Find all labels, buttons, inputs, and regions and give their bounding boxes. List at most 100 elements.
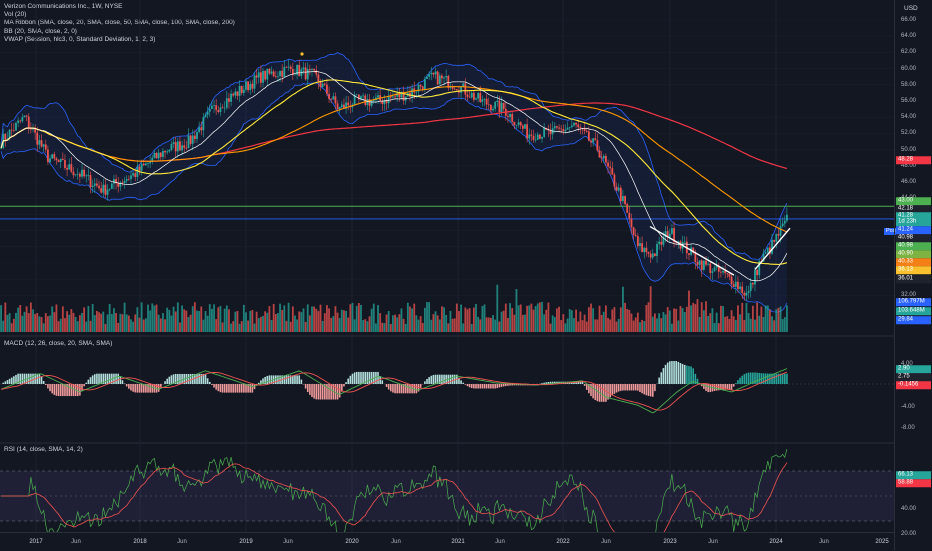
macd-histogram-bar [633, 384, 635, 390]
rsi-pane-title[interactable]: RSI (14, close, SMA, 14, 2) [4, 446, 83, 453]
volume-bar [60, 319, 62, 332]
candle-body [428, 74, 430, 77]
volume-bar [562, 314, 564, 332]
candle-body [707, 264, 709, 265]
volume-bar [381, 323, 383, 332]
candle-body [324, 84, 326, 85]
macd-histogram-bar [311, 384, 313, 397]
volume-bar [390, 324, 392, 332]
macd-histogram-bar [597, 384, 599, 401]
volume-bar [205, 311, 207, 332]
volume-bar [526, 306, 528, 332]
volume-bar [767, 305, 769, 332]
volume-bar [752, 306, 754, 332]
macd-histogram-bar [284, 375, 286, 384]
candle-body [126, 179, 128, 181]
volume-bar [528, 305, 530, 332]
candle-body [471, 93, 473, 98]
candle-body [746, 293, 748, 296]
volume-bar [505, 304, 507, 332]
volume-bar [28, 313, 30, 332]
volume-bar [143, 320, 145, 332]
volume-bar [588, 307, 590, 332]
macd-histogram-bar [690, 366, 692, 384]
macd-histogram-bar [399, 384, 401, 393]
volume-bar [748, 313, 750, 332]
macd-histogram-bar [9, 379, 11, 384]
volume-bar [401, 308, 403, 332]
macd-histogram-bar [409, 384, 411, 393]
volume-bar [249, 311, 251, 332]
macd-histogram-bar [41, 376, 43, 384]
candle-body [511, 114, 513, 122]
macd-histogram-bar [665, 365, 667, 384]
volume-bar [682, 308, 684, 332]
candle-body [565, 130, 567, 131]
candle-body [614, 175, 616, 187]
volume-bar [714, 323, 716, 332]
volume-bar [709, 313, 711, 332]
macd-pane-title[interactable]: MACD (12, 26, close, 20, SMA, SMA) [4, 340, 112, 347]
volume-bar [516, 289, 518, 332]
volume-bar [543, 314, 545, 332]
price-badge: 41.24 [896, 226, 931, 234]
macd-histogram-bar [407, 384, 409, 393]
volume-bar [756, 302, 758, 332]
candle-body [765, 252, 767, 253]
volume-bar [575, 310, 577, 332]
candle-body [220, 107, 222, 112]
candle-body [735, 282, 737, 287]
volume-bar [19, 305, 21, 332]
volume-bar [690, 305, 692, 332]
candle-body [733, 284, 735, 287]
macd-histogram-bar [217, 384, 219, 391]
volume-bar [62, 306, 64, 332]
macd-histogram-bar [286, 375, 288, 384]
candle-body [477, 93, 479, 99]
candle-body [729, 274, 731, 277]
candle-body [34, 129, 36, 133]
candle-body [439, 76, 441, 85]
macd-histogram-bar [541, 383, 543, 384]
price-tick: 66.00 [901, 17, 916, 23]
volume-bar [100, 314, 102, 332]
volume-bar [686, 307, 688, 332]
macd-histogram-bar [198, 374, 200, 384]
macd-histogram-bar [686, 366, 688, 384]
volume-bar [283, 305, 285, 332]
candle-body [337, 103, 339, 109]
macd-histogram-bar [45, 384, 47, 385]
volume-bar [17, 308, 19, 332]
volume-bar [701, 302, 703, 332]
price-chart-canvas[interactable] [0, 0, 894, 532]
candle-body [75, 174, 77, 175]
candle-body [701, 260, 703, 269]
candle-body [64, 160, 66, 168]
volume-bar [237, 311, 239, 332]
macd-histogram-bar [141, 384, 143, 393]
volume-bar [77, 321, 79, 332]
candle [198, 122, 200, 134]
macd-histogram-bar [190, 374, 192, 384]
candle-body [573, 123, 575, 126]
candle-body [611, 168, 613, 175]
candle-body [522, 126, 524, 129]
volume-bar [277, 313, 279, 332]
volume-bar [202, 320, 204, 332]
macd-histogram-bar [24, 374, 26, 384]
candle-body [533, 136, 535, 140]
volume-bar [388, 311, 390, 332]
volume-bar [260, 317, 262, 332]
volume-bar [622, 287, 624, 332]
volume-bar [217, 307, 219, 332]
candle-body [247, 81, 249, 90]
currency-label[interactable]: USD [904, 5, 918, 12]
candle-body [631, 218, 633, 227]
macd-histogram-bar [2, 383, 4, 384]
macd-histogram-bar [358, 372, 360, 384]
candle-body [309, 69, 311, 70]
macd-histogram-bar [92, 375, 94, 384]
macd-histogram-bar [611, 384, 613, 395]
